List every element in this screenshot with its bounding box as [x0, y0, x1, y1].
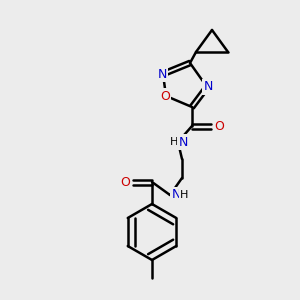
Text: N: N [171, 188, 181, 202]
Text: H: H [180, 190, 188, 200]
Text: N: N [203, 80, 213, 94]
Text: N: N [157, 68, 167, 80]
Text: O: O [120, 176, 130, 188]
Text: H: H [170, 137, 178, 147]
Text: O: O [160, 89, 170, 103]
Text: N: N [178, 136, 188, 148]
Text: O: O [214, 119, 224, 133]
